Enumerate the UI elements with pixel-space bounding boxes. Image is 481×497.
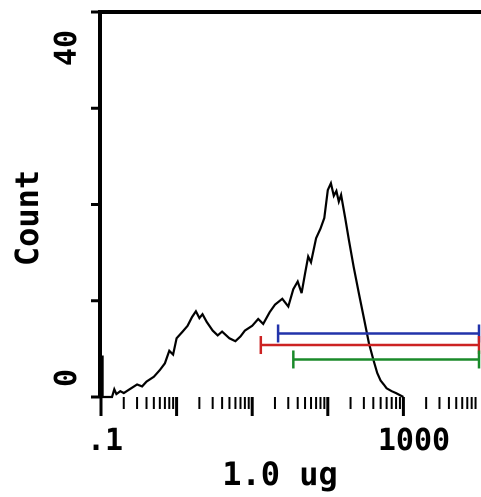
x-tick-label-1000: 1000	[378, 423, 450, 458]
x-minor-ticks	[99, 397, 477, 416]
histogram-line	[101, 179, 404, 399]
y-tick-label-0: 0	[49, 369, 84, 387]
gate-markers	[259, 324, 481, 369]
x-tick-label-0.1: .1	[87, 423, 123, 458]
y-minor-ticks	[91, 10, 100, 399]
y-tick-label-40: 40	[49, 30, 84, 66]
x-axis-title: 1.0 ug	[222, 455, 338, 493]
y-axis-title: Count	[8, 170, 46, 266]
